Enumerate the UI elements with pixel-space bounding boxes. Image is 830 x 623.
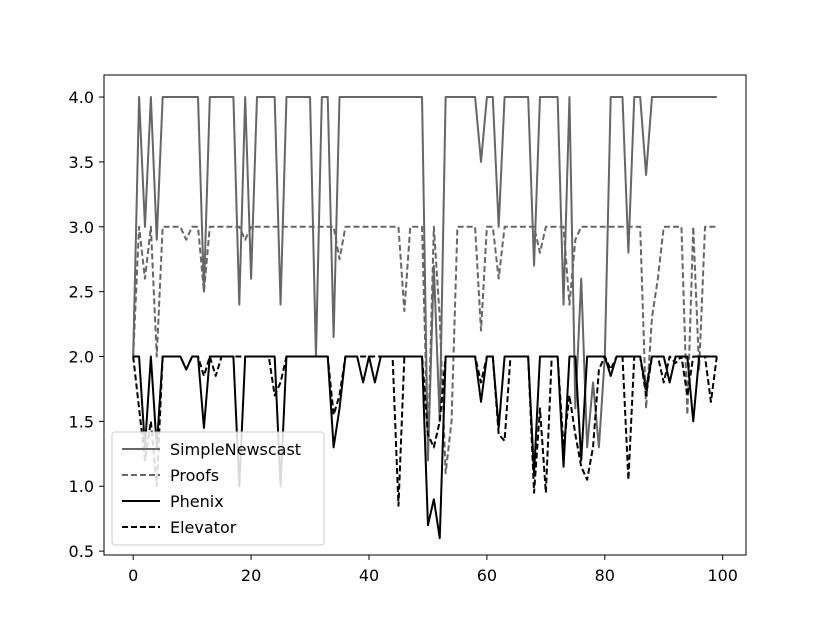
plot-lines — [132, 96, 718, 540]
series-line-elevator — [132, 355, 718, 507]
y-tick-label: 0.5 — [69, 542, 94, 561]
y-axis: 0.5 1.0 1.5 2.0 2.5 3.0 3.5 4.0 — [69, 88, 104, 561]
series-line-proofs — [132, 225, 717, 475]
x-axis: 0 20 40 60 80 100 — [128, 555, 738, 585]
y-tick-label: 2.0 — [69, 348, 94, 367]
legend-label-elevator: Elevator — [170, 518, 237, 537]
series-line-simplenewscast — [132, 96, 717, 462]
y-tick-label: 1.5 — [69, 412, 94, 431]
legend-box — [111, 431, 325, 546]
x-tick-label: 0 — [128, 566, 138, 585]
legend-label-proofs: Proofs — [170, 466, 219, 485]
y-tick-label: 3.5 — [69, 153, 94, 172]
legend: SimpleNewscast Proofs Phenix Elevator — [111, 431, 325, 546]
y-tick-label: 1.0 — [69, 477, 94, 496]
x-tick-label: 100 — [707, 566, 738, 585]
x-tick-label: 60 — [477, 566, 497, 585]
legend-label-phenix: Phenix — [170, 492, 224, 511]
plot-frame — [103, 74, 747, 556]
y-tick-label: 3.0 — [69, 218, 94, 237]
x-tick-label: 80 — [595, 566, 615, 585]
x-tick-label: 20 — [241, 566, 261, 585]
legend-label-simplenewscast: SimpleNewscast — [170, 440, 301, 459]
y-tick-label: 2.5 — [69, 283, 94, 302]
y-tick-label: 4.0 — [69, 88, 94, 107]
x-tick-label: 40 — [359, 566, 379, 585]
